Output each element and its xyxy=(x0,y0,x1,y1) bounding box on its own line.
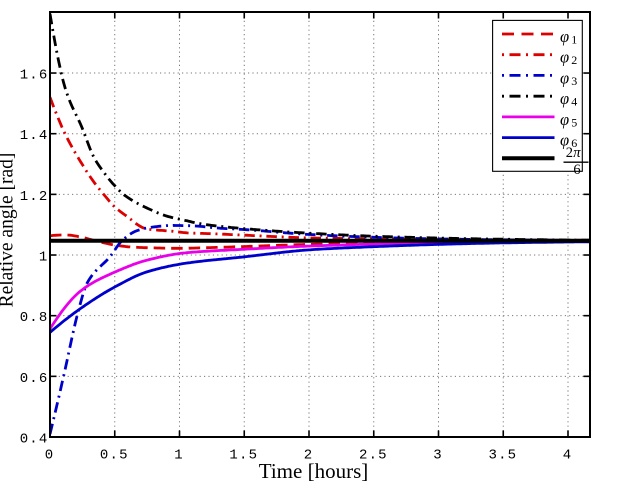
svg-text:1: 1 xyxy=(571,33,577,47)
svg-text:φ: φ xyxy=(560,131,569,150)
svg-text:1.5: 1.5 xyxy=(229,448,258,464)
svg-text:1: 1 xyxy=(39,250,49,266)
svg-text:Time [hours]: Time [hours] xyxy=(259,459,368,483)
svg-text:3.5: 3.5 xyxy=(488,448,517,464)
svg-text:3: 3 xyxy=(433,448,443,464)
svg-text:4: 4 xyxy=(563,448,573,464)
svg-text:1: 1 xyxy=(174,448,184,464)
svg-text:0.6: 0.6 xyxy=(20,371,49,387)
svg-text:5: 5 xyxy=(571,115,577,129)
svg-text:2: 2 xyxy=(566,145,573,161)
svg-text:φ: φ xyxy=(560,48,569,67)
svg-text:4: 4 xyxy=(571,95,577,109)
svg-text:3: 3 xyxy=(571,74,577,88)
svg-text:1.2: 1.2 xyxy=(20,189,49,205)
svg-text:1.6: 1.6 xyxy=(20,68,49,84)
svg-text:φ: φ xyxy=(560,110,569,129)
svg-text:0.5: 0.5 xyxy=(100,448,129,464)
svg-text:φ: φ xyxy=(560,68,569,87)
svg-text:2: 2 xyxy=(571,53,577,67)
svg-text:2: 2 xyxy=(304,448,314,464)
svg-text:0.4: 0.4 xyxy=(20,432,49,448)
svg-text:2.5: 2.5 xyxy=(359,448,388,464)
svg-text:0: 0 xyxy=(45,448,55,464)
svg-text:1.4: 1.4 xyxy=(20,128,49,144)
svg-text:Relative angle [rad]: Relative angle [rad] xyxy=(0,153,18,308)
svg-text:π: π xyxy=(573,145,581,161)
svg-text:6: 6 xyxy=(573,162,580,178)
svg-text:6: 6 xyxy=(571,136,577,150)
svg-text:0.8: 0.8 xyxy=(20,310,49,326)
svg-text:φ: φ xyxy=(560,89,569,108)
svg-text:φ: φ xyxy=(560,27,569,46)
